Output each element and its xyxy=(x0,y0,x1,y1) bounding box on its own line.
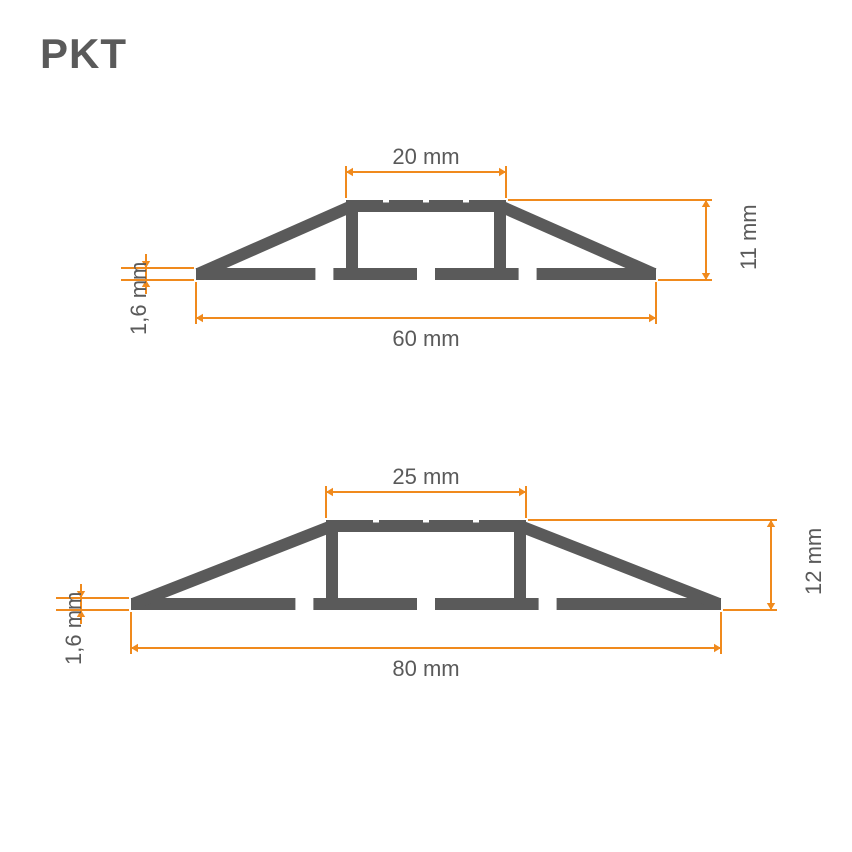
profile-bottom xyxy=(131,520,721,611)
profiles-svg xyxy=(0,0,852,852)
dimension-label: 1,6 mm xyxy=(126,262,152,335)
profile-top xyxy=(196,200,657,281)
dimension-label: 60 mm xyxy=(392,326,459,352)
dimension-label: 20 mm xyxy=(392,144,459,170)
diagram-stage: PKT 20 mm60 mm11 mm1,6 mm25 mm80 mm12 mm… xyxy=(0,0,852,852)
dimension-label: 11 mm xyxy=(736,204,762,270)
dimension-label: 1,6 mm xyxy=(61,592,87,665)
dimension-label: 25 mm xyxy=(392,464,459,490)
dimension-label: 80 mm xyxy=(392,656,459,682)
dimension-label: 12 mm xyxy=(801,528,827,595)
